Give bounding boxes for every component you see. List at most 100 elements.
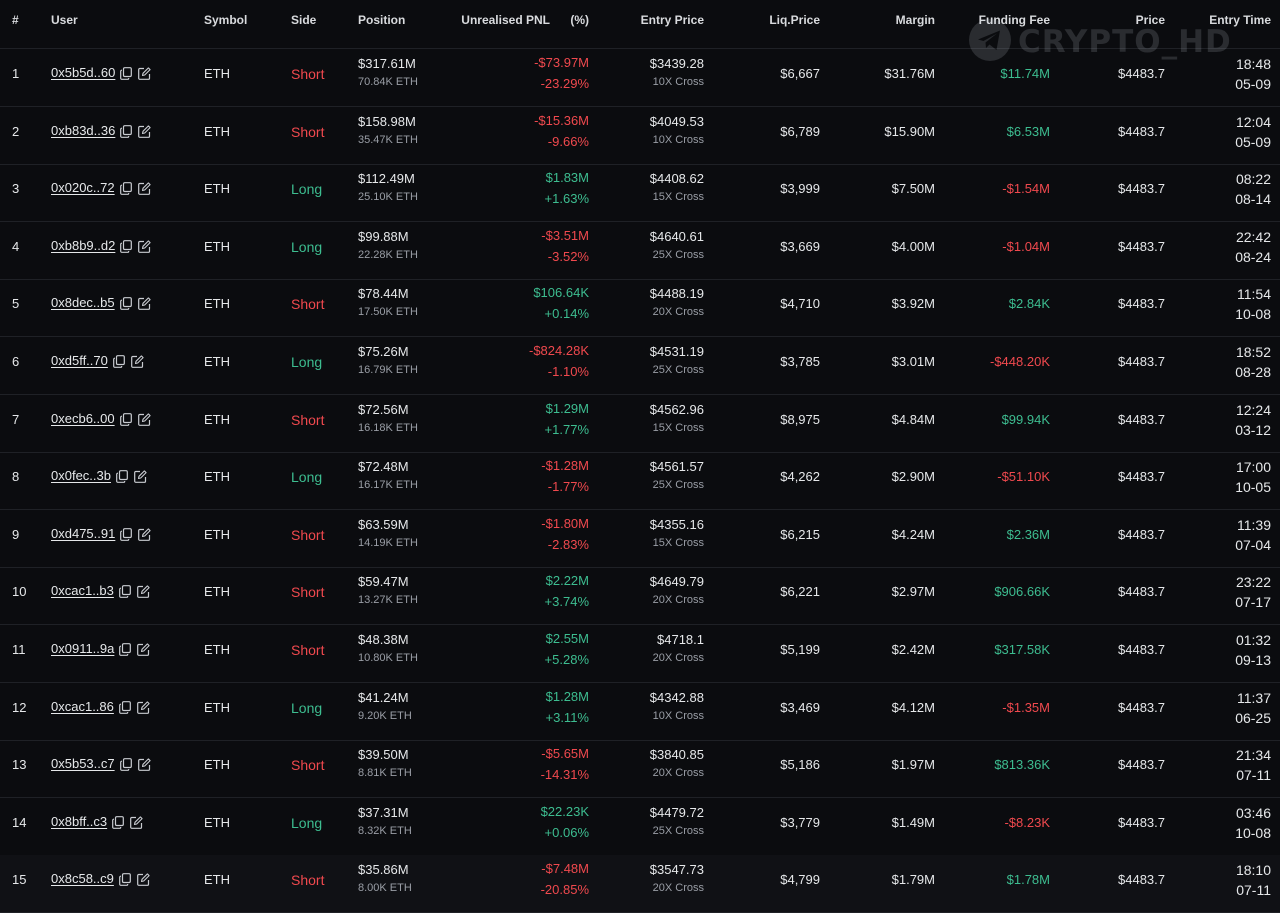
side-cell: Short [291, 757, 325, 773]
copy-icon[interactable] [112, 355, 125, 368]
edit-icon[interactable] [136, 873, 150, 886]
copy-icon[interactable] [118, 585, 131, 598]
unrealised-pnl: $106.64K [533, 285, 589, 300]
row-index: 2 [12, 124, 20, 139]
header-position[interactable]: Position [358, 13, 406, 27]
margin: $2.90M [891, 469, 935, 484]
edit-icon[interactable] [136, 585, 150, 598]
copy-icon[interactable] [118, 873, 131, 886]
copy-icon[interactable] [118, 701, 131, 714]
copy-icon[interactable] [120, 240, 133, 253]
symbol-cell: ETH [204, 815, 230, 830]
position-usd: $41.24M [358, 690, 409, 705]
edit-icon[interactable] [137, 413, 151, 426]
user-address-link[interactable]: 0x8c58..c9 [51, 871, 114, 886]
entry-date: 10-08 [1235, 825, 1271, 841]
header-price[interactable]: Price [1135, 13, 1165, 27]
table-row[interactable]: 12 0xcac1..86 ETH Long $41.24M 9.20K ETH $1.28… [0, 683, 1280, 741]
user-address-link[interactable]: 0xcac1..86 [51, 699, 114, 714]
pnl-percent: -3.52% [547, 249, 589, 264]
table-row[interactable]: 6 0xd5ff..70 ETH Long $75.26M 16.79K ETH -$824… [0, 337, 1280, 395]
header-margin[interactable]: Margin [895, 13, 935, 27]
user-address-link[interactable]: 0x8dec..b5 [51, 295, 115, 310]
header-pnl-percent[interactable]: (%) [570, 13, 589, 27]
pnl-percent: +0.14% [544, 306, 589, 321]
entry-date: 07-17 [1235, 594, 1271, 610]
edit-icon[interactable] [136, 701, 150, 714]
header-entry-time[interactable]: Entry Time [1209, 13, 1271, 27]
edit-icon[interactable] [138, 125, 151, 138]
edit-icon[interactable] [137, 758, 151, 771]
table-row[interactable]: 4 0xb8b9..d2 ETH Long $99.88M 22.28K ETH -$3.5… [0, 222, 1280, 280]
user-address-link[interactable]: 0x5b53..c7 [51, 756, 115, 771]
row-index: 10 [12, 584, 27, 599]
table-row[interactable]: 9 0xd475..91 ETH Short $63.59M 14.19K ETH -$1.… [0, 510, 1280, 568]
copy-icon[interactable] [119, 297, 132, 310]
table-row[interactable]: 10 0xcac1..b3 ETH Short $59.47M 13.27K ETH $2.… [0, 567, 1280, 625]
edit-icon[interactable] [137, 182, 151, 195]
header-entry-price[interactable]: Entry Price [640, 13, 704, 27]
side-cell: Long [291, 700, 323, 716]
liq-price: $6,221 [780, 584, 820, 599]
user-cell: 0xb8b9..d2 [51, 238, 151, 253]
entry-date: 10-08 [1235, 306, 1271, 322]
copy-icon[interactable] [119, 758, 132, 771]
copy-icon[interactable] [120, 125, 133, 138]
user-address-link[interactable]: 0x5b5d..60 [51, 65, 116, 80]
liq-price: $6,667 [780, 66, 820, 81]
side-cell: Long [291, 239, 323, 255]
edit-icon[interactable] [137, 643, 151, 656]
edit-icon[interactable] [138, 240, 151, 253]
table-row[interactable]: 7 0xecb6..00 ETH Short $72.56M 16.18K ETH $1.2… [0, 395, 1280, 453]
edit-icon[interactable] [130, 816, 143, 829]
leverage: 15X Cross [652, 422, 704, 434]
header-liq-price[interactable]: Liq.Price [769, 13, 820, 27]
table-row[interactable]: 2 0xb83d..36 ETH Short $158.98M 35.47K ETH -$1… [0, 107, 1280, 165]
copy-icon[interactable] [120, 528, 133, 541]
row-index: 4 [12, 239, 20, 254]
unrealised-pnl: -$824.28K [529, 343, 589, 358]
header-unrealised-pnl[interactable]: Unrealised PNL [461, 13, 550, 27]
table-row[interactable]: 13 0x5b53..c7 ETH Short $39.50M 8.81K ETH -$5.… [0, 740, 1280, 798]
header-side[interactable]: Side [291, 13, 317, 27]
edit-icon[interactable] [138, 67, 151, 80]
user-address-link[interactable]: 0x0fec..3b [51, 468, 111, 483]
copy-icon[interactable] [120, 67, 133, 80]
entry-date: 03-12 [1235, 422, 1271, 438]
edit-icon[interactable] [138, 528, 151, 541]
user-address-link[interactable]: 0xb8b9..d2 [51, 238, 116, 253]
copy-icon[interactable] [112, 816, 125, 829]
user-address-link[interactable]: 0x020c..72 [51, 180, 115, 195]
user-address-link[interactable]: 0xb83d..36 [51, 123, 116, 138]
edit-icon[interactable] [130, 355, 144, 368]
user-address-link[interactable]: 0xecb6..00 [51, 411, 115, 426]
header-symbol[interactable]: Symbol [204, 13, 248, 27]
header-funding-fee[interactable]: Funding Fee [978, 13, 1050, 27]
table-row[interactable]: 14 0x8bff..c3 ETH Long $37.31M 8.32K ETH $22.2… [0, 798, 1280, 856]
margin: $1.79M [891, 872, 935, 887]
copy-icon[interactable] [119, 182, 132, 195]
edit-icon[interactable] [137, 297, 151, 310]
position-usd: $112.49M [358, 171, 415, 186]
row-index: 12 [12, 700, 27, 715]
price: $4483.7 [1118, 239, 1165, 254]
symbol-cell: ETH [204, 757, 230, 772]
row-index: 8 [12, 469, 20, 484]
user-address-link[interactable]: 0xcac1..b3 [51, 583, 114, 598]
table-row[interactable]: 5 0x8dec..b5 ETH Short $78.44M 17.50K ETH $106… [0, 279, 1280, 337]
copy-icon[interactable] [116, 470, 128, 483]
user-address-link[interactable]: 0xd475..91 [51, 526, 116, 541]
edit-icon[interactable] [134, 470, 147, 483]
table-row[interactable]: 15 0x8c58..c9 ETH Short $35.86M 8.00K ETH -$7.… [0, 855, 1280, 913]
header-user[interactable]: User [51, 13, 78, 27]
table-row[interactable]: 8 0x0fec..3b ETH Long $72.48M 16.17K ETH -$1.2… [0, 452, 1280, 510]
table-row[interactable]: 3 0x020c..72 ETH Long $112.49M 25.10K ETH $1.8… [0, 164, 1280, 222]
copy-icon[interactable] [119, 413, 132, 426]
user-address-link[interactable]: 0x0911..9a [51, 641, 115, 656]
user-address-link[interactable]: 0x8bff..c3 [51, 814, 108, 829]
funding-fee: -$1.35M [1002, 700, 1050, 715]
copy-icon[interactable] [119, 643, 132, 656]
table-row[interactable]: 11 0x0911..9a ETH Short $48.38M 10.80K ETH $2.… [0, 625, 1280, 683]
table-row[interactable]: 1 0x5b5d..60 ETH Short $317.61M 70.84K ETH -$7… [0, 49, 1280, 107]
user-address-link[interactable]: 0xd5ff..70 [51, 353, 108, 368]
